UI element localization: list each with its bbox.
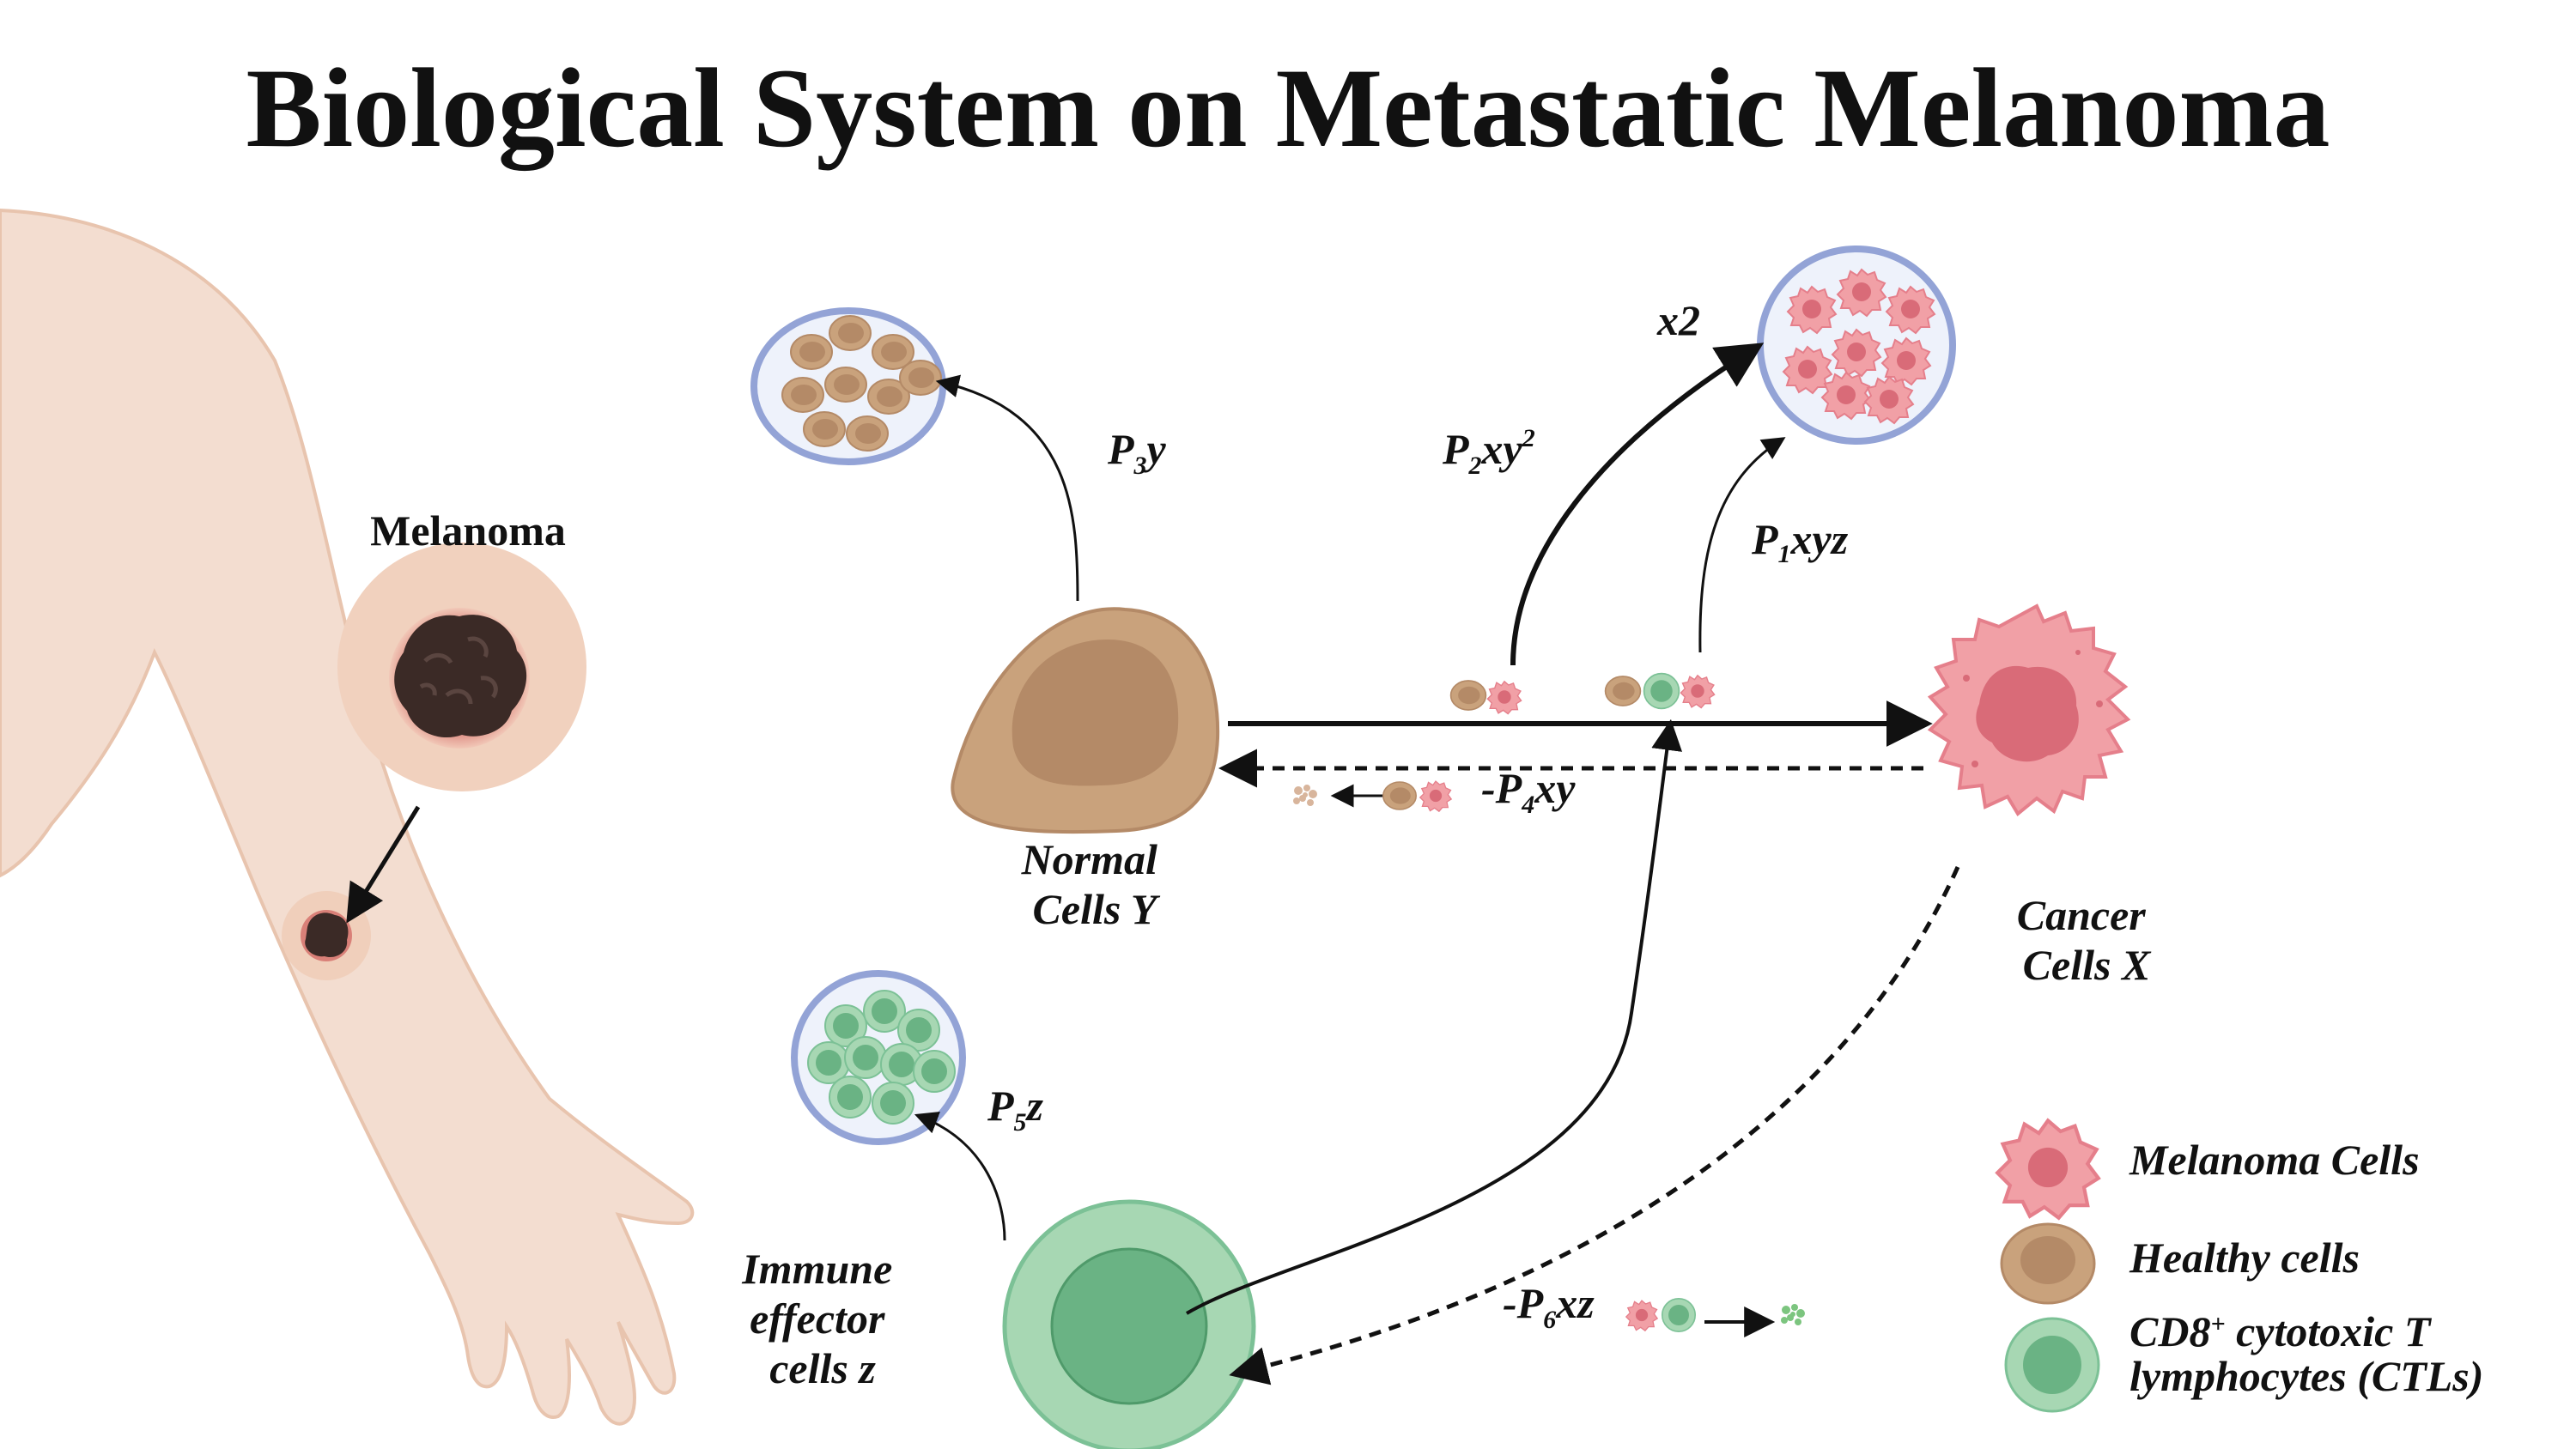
melanoma-cells-well	[1760, 249, 1953, 441]
immune-cell-z	[1005, 1202, 1254, 1449]
interaction-y-x-icons	[1451, 681, 1522, 714]
p6-loss-icons	[1626, 1299, 1805, 1331]
page-title: Biological System on Metastatic Melanoma	[246, 45, 2330, 171]
term-p4xy: -P4xy	[1481, 764, 1576, 819]
normal-cells-label: Normal Cells Y	[1021, 835, 1169, 933]
arrow-p3y	[940, 382, 1078, 601]
legend-healthy-swatch	[2002, 1224, 2094, 1303]
legend-melanoma-label: Melanoma Cells	[2129, 1136, 2420, 1184]
immune-cells-label: Immune effector cells z	[741, 1245, 903, 1392]
healthy-cells-well	[754, 311, 943, 462]
term-p5z: P5z	[987, 1082, 1044, 1137]
legend-ctl-swatch	[2006, 1319, 2099, 1411]
arrow-x-to-z-dashed	[1236, 867, 1958, 1373]
legend-healthy-label: Healthy cells	[2129, 1234, 2360, 1282]
arrow-z-to-interaction	[1187, 725, 1670, 1313]
melanoma-label: Melanoma	[370, 506, 566, 555]
term-p1xyz: P1xyz	[1751, 515, 1849, 568]
arrow-p5z	[919, 1116, 1005, 1240]
term-p6xz: -P6xz	[1503, 1279, 1595, 1334]
legend: Melanoma Cells Healthy cells CD8+ cytoto…	[1997, 1120, 2483, 1411]
ctl-cells-well	[794, 973, 963, 1142]
normal-cell-y	[952, 609, 1218, 832]
p4-loss-icons	[1293, 781, 1451, 811]
legend-ctl-label: CD8+ cytotoxic T lymphocytes (CTLs)	[2129, 1307, 2483, 1400]
melanoma-magnified	[337, 543, 586, 791]
arm-illustration	[0, 210, 692, 1424]
interaction-y-x-z-icons	[1606, 674, 1715, 709]
label-x2: x2	[1656, 296, 1700, 344]
term-p3y: P3y	[1107, 425, 1167, 480]
arrow-p2xy2	[1513, 348, 1756, 665]
cancer-cells-label: Cancer Cells X	[2017, 891, 2157, 989]
cancer-cell-x	[1930, 606, 2128, 814]
term-p2xy2: P2xy2	[1442, 424, 1535, 480]
legend-melanoma-swatch	[1997, 1120, 2099, 1217]
